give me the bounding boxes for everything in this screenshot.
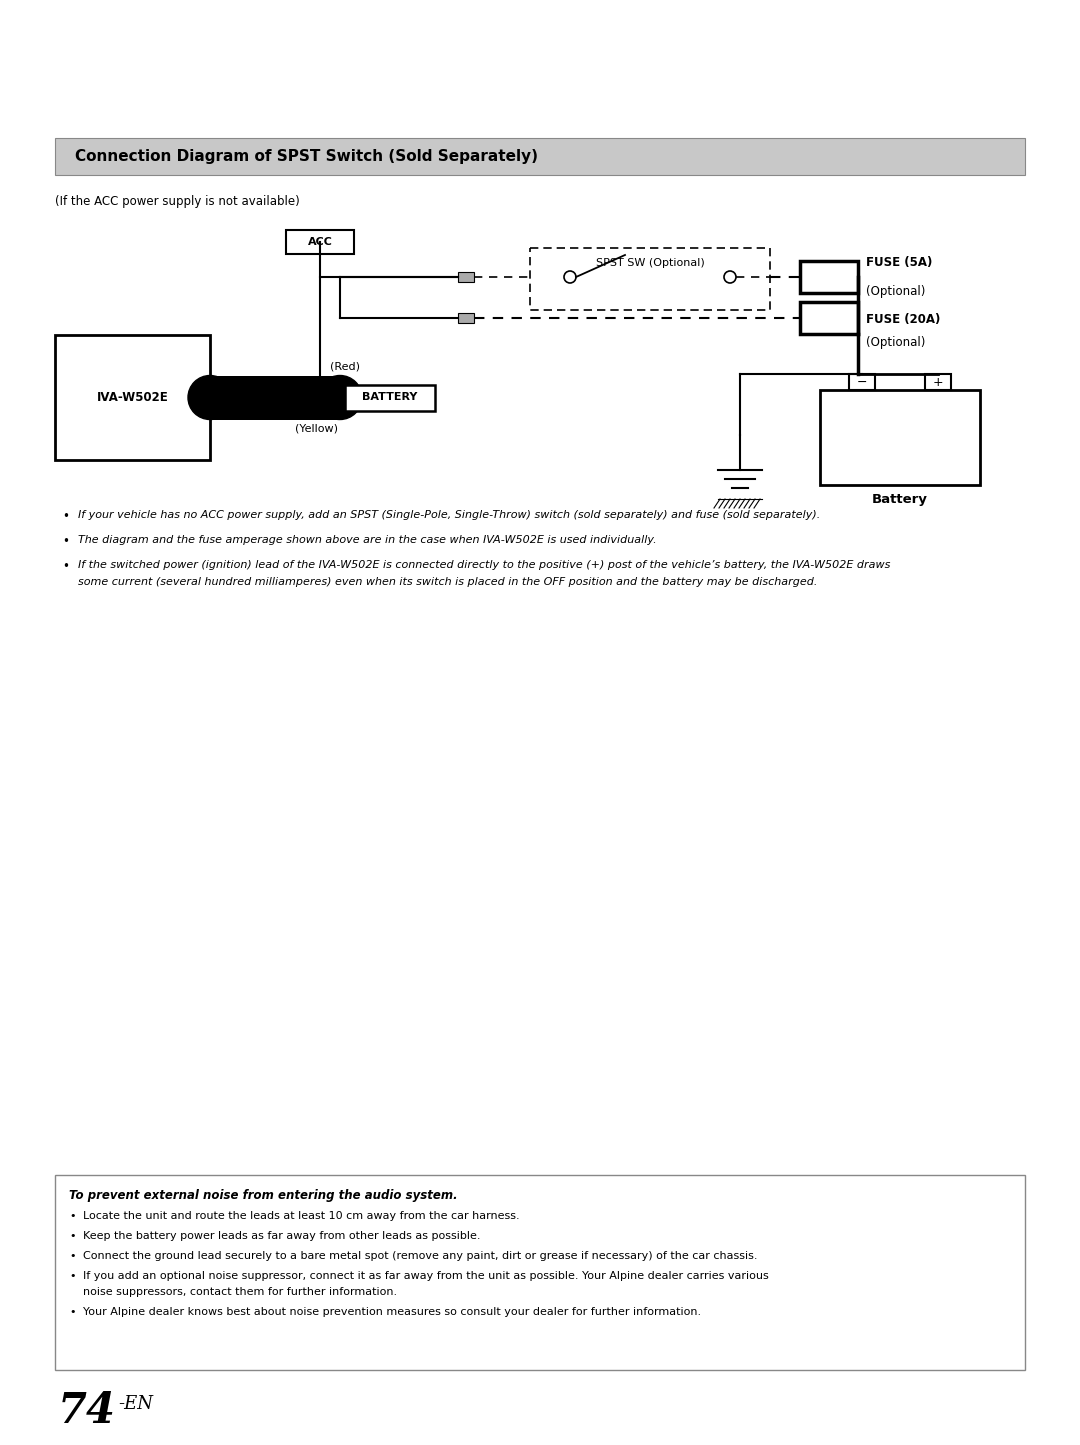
Circle shape	[188, 376, 232, 419]
Text: •: •	[69, 1211, 76, 1221]
Text: Your Alpine dealer knows best about noise prevention measures so consult your de: Your Alpine dealer knows best about nois…	[83, 1306, 701, 1316]
Circle shape	[318, 376, 362, 419]
Text: FUSE (5A): FUSE (5A)	[866, 256, 932, 269]
Bar	[55, 335, 210, 460]
Text: Locate the unit and route the leads at least 10 cm away from the car harness.: Locate the unit and route the leads at l…	[83, 1211, 519, 1221]
Text: SPST SW (Optional): SPST SW (Optional)	[596, 259, 704, 267]
Bar	[210, 376, 340, 419]
Text: 74: 74	[58, 1390, 116, 1432]
Text: (Yellow): (Yellow)	[295, 423, 338, 434]
Text: FUSE (20A): FUSE (20A)	[866, 314, 941, 327]
Bar	[458, 272, 474, 282]
Bar	[924, 374, 951, 390]
Bar	[849, 374, 875, 390]
Text: noise suppressors, contact them for further information.: noise suppressors, contact them for furt…	[83, 1287, 397, 1298]
Text: Keep the battery power leads as far away from other leads as possible.: Keep the battery power leads as far away…	[83, 1231, 481, 1241]
Bar	[820, 390, 980, 486]
Text: -EN: -EN	[118, 1394, 153, 1413]
Text: •: •	[69, 1251, 76, 1261]
Text: Battery: Battery	[872, 493, 928, 506]
Text: •: •	[62, 561, 69, 574]
Bar	[458, 314, 474, 324]
Bar	[800, 262, 858, 293]
Bar	[286, 230, 354, 254]
Bar	[800, 302, 858, 334]
Text: (Red): (Red)	[330, 361, 360, 371]
Text: (Optional): (Optional)	[866, 337, 926, 350]
Text: The diagram and the fuse amperage shown above are in the case when IVA-W502E is : The diagram and the fuse amperage shown …	[78, 535, 657, 545]
Text: Connect the ground lead securely to a bare metal spot (remove any paint, dirt or: Connect the ground lead securely to a ba…	[83, 1251, 757, 1261]
Text: Connection Diagram of SPST Switch (Sold Separately): Connection Diagram of SPST Switch (Sold …	[75, 149, 538, 163]
Text: If your vehicle has no ACC power supply, add an SPST (Single-Pole, Single-Throw): If your vehicle has no ACC power supply,…	[78, 510, 820, 520]
Text: •: •	[69, 1272, 76, 1282]
Text: BATTERY: BATTERY	[362, 393, 418, 403]
Text: +: +	[933, 376, 943, 389]
Bar	[345, 384, 435, 410]
Text: (Optional): (Optional)	[866, 285, 926, 298]
Bar	[55, 139, 1025, 175]
Text: •: •	[69, 1231, 76, 1241]
Text: •: •	[62, 535, 69, 548]
Text: IVA-W502E: IVA-W502E	[96, 392, 168, 405]
Text: ACC: ACC	[308, 237, 333, 247]
Text: If you add an optional noise suppressor, connect it as far away from the unit as: If you add an optional noise suppressor,…	[83, 1272, 769, 1282]
Text: To prevent external noise from entering the audio system.: To prevent external noise from entering …	[69, 1189, 458, 1202]
Text: If the switched power (ignition) lead of the IVA-W502E is connected directly to : If the switched power (ignition) lead of…	[78, 561, 890, 569]
Bar	[55, 1175, 1025, 1370]
Text: •: •	[69, 1306, 76, 1316]
Bar	[530, 249, 770, 311]
Text: −: −	[856, 376, 867, 389]
Text: •: •	[62, 510, 69, 523]
Text: some current (several hundred milliamperes) even when its switch is placed in th: some current (several hundred milliamper…	[78, 577, 818, 587]
Text: (If the ACC power supply is not available): (If the ACC power supply is not availabl…	[55, 195, 300, 208]
